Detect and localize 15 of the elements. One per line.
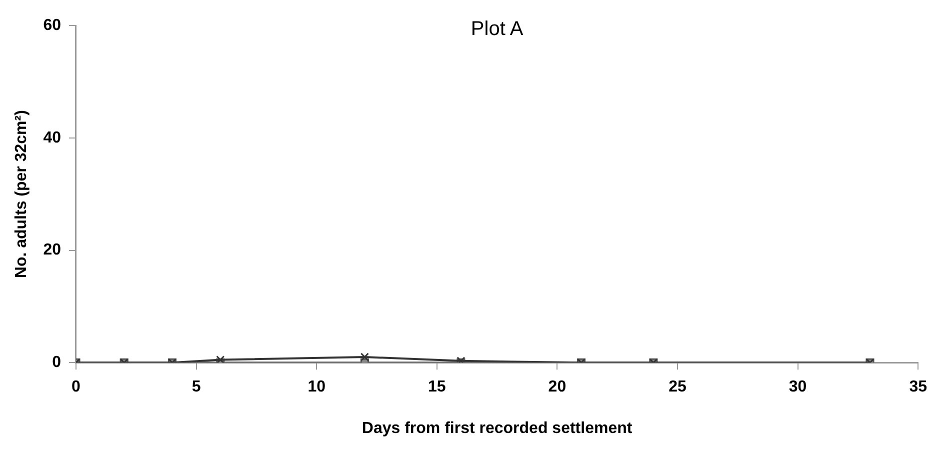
x-tick-label: 20: [548, 378, 566, 396]
y-tick-label: 40: [43, 129, 62, 146]
x-tick-label: 5: [192, 378, 201, 396]
chart-title: Plot A: [470, 18, 524, 40]
x-tick-label: 10: [308, 378, 326, 396]
x-tick-label: 25: [668, 378, 686, 396]
y-tick-label: 60: [43, 17, 62, 34]
y-tick-label: 0: [52, 354, 62, 372]
x-tick-label: 30: [788, 378, 807, 396]
y-tick-label: 20: [43, 242, 62, 259]
x-axis-title: Days from first recorded settlement: [362, 420, 633, 437]
x-tick-label: 0: [72, 378, 81, 396]
x-tick-label: 35: [909, 378, 928, 396]
x-tick-label: 15: [428, 378, 446, 396]
y-axis-title: No. adults (per 32cm²): [13, 110, 30, 278]
